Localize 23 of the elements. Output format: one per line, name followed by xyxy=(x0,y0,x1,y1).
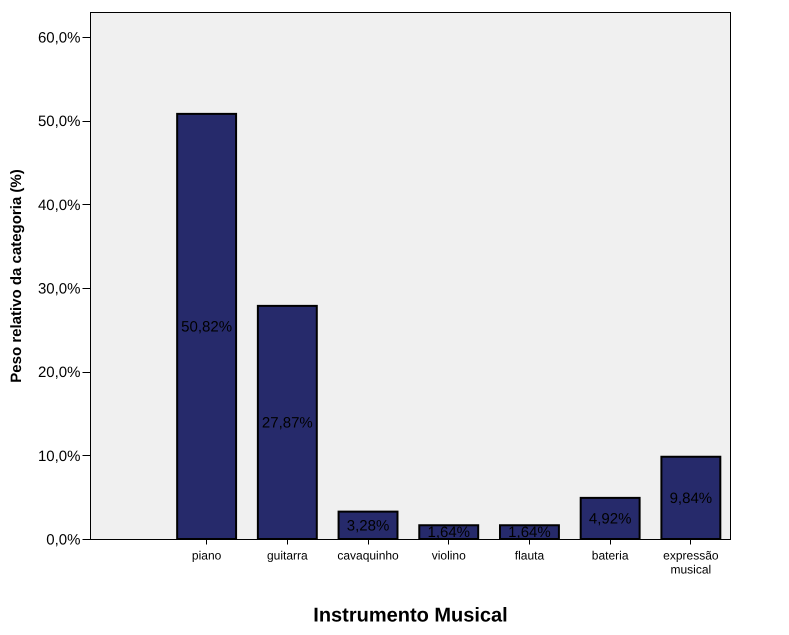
data-label: 1,64% xyxy=(427,524,470,542)
y-tick-label: 60,0% xyxy=(38,30,80,47)
y-tick-label: 20,0% xyxy=(38,364,80,382)
x-axis-title: Instrumento Musical xyxy=(313,604,508,626)
x-tick-label: violino xyxy=(432,548,466,562)
data-label: 4,92% xyxy=(588,510,632,528)
x-tick-label: bateria xyxy=(592,548,629,562)
x-tick-label: expressão musical xyxy=(663,548,719,576)
data-label: 27,87% xyxy=(262,414,313,432)
data-label: 50,82% xyxy=(181,318,232,336)
data-label: 9,84% xyxy=(670,490,712,507)
y-tick-label: 40,0% xyxy=(38,196,80,214)
y-tick-label: 50,0% xyxy=(38,113,80,130)
x-tick-label: guitarra xyxy=(266,548,308,562)
y-axis-title: Peso relativo da categoria (%) xyxy=(8,169,25,383)
data-label: 3,28% xyxy=(346,517,390,534)
data-label: 1,64% xyxy=(508,524,551,542)
y-tick-label: 30,0% xyxy=(38,280,80,298)
x-tick-label: piano xyxy=(192,548,222,562)
y-tick-label: 0,0% xyxy=(46,532,80,548)
y-tick-label: 10,0% xyxy=(38,448,80,465)
x-tick-label: flauta xyxy=(514,548,544,562)
x-tick-label: cavaquinho xyxy=(337,548,400,562)
